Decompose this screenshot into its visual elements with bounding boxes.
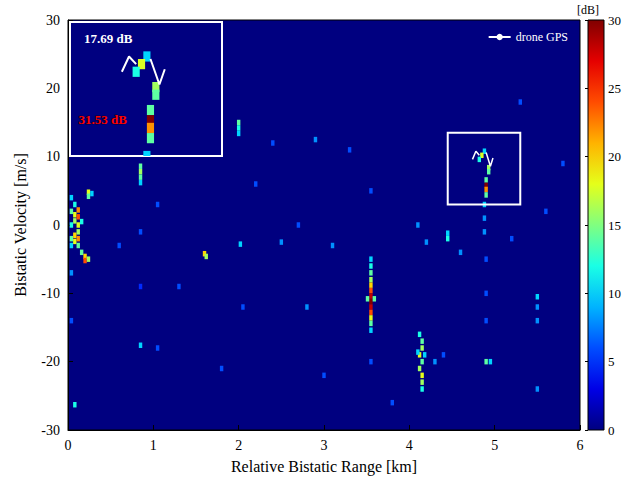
svg-text:0: 0: [608, 423, 615, 438]
svg-text:-20: -20: [41, 354, 60, 369]
svg-text:30: 30: [608, 13, 621, 28]
svg-text:0: 0: [65, 438, 72, 453]
svg-text:5: 5: [491, 438, 498, 453]
svg-text:3: 3: [321, 438, 328, 453]
svg-text:[dB]: [dB]: [577, 3, 599, 17]
svg-text:31.53 dB: 31.53 dB: [79, 112, 128, 127]
svg-text:6: 6: [577, 438, 584, 453]
svg-text:-30: -30: [41, 423, 60, 438]
svg-text:Relative Bistatic Range [km]: Relative Bistatic Range [km]: [231, 458, 417, 476]
svg-text:15: 15: [608, 218, 621, 233]
svg-text:-10: -10: [41, 286, 60, 301]
svg-text:5: 5: [608, 354, 615, 369]
svg-text:20: 20: [608, 149, 621, 164]
svg-text:10: 10: [608, 286, 621, 301]
svg-text:Bistatic Velocity [m/s]: Bistatic Velocity [m/s]: [12, 153, 30, 297]
svg-text:4: 4: [406, 438, 413, 453]
svg-text:10: 10: [46, 149, 60, 164]
svg-text:25: 25: [608, 81, 621, 96]
svg-text:20: 20: [46, 81, 60, 96]
svg-text:2: 2: [235, 438, 242, 453]
svg-text:0: 0: [53, 218, 60, 233]
svg-text:drone GPS: drone GPS: [516, 30, 568, 44]
svg-text:1: 1: [150, 438, 157, 453]
svg-text:30: 30: [46, 13, 60, 28]
svg-text:17.69 dB: 17.69 dB: [84, 31, 133, 46]
